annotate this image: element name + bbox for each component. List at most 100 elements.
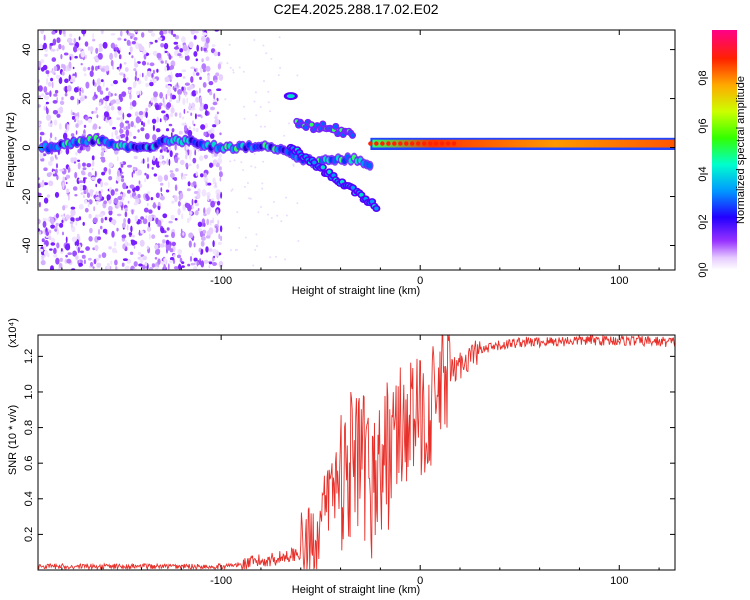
noise-speck [76,239,80,247]
noise-speck [59,257,63,262]
noise-speck [166,149,170,153]
noise-speck [79,250,84,254]
branch-blob [309,122,314,127]
noise-speck [51,30,56,35]
noise-speck [126,189,131,194]
branch-blob [369,199,375,204]
noise-speck [102,80,105,88]
noise-speck [45,70,50,75]
noise-speck [238,66,241,69]
noise-speck [201,236,206,241]
noise-speck [78,216,82,221]
noise-speck [65,147,70,155]
noise-speck [144,133,150,140]
noise-speck [62,30,66,35]
noise-speck [117,195,123,201]
noise-speck [137,129,140,133]
noise-speck [234,249,237,251]
noise-speck [169,248,174,253]
noise-speck [80,50,86,58]
noise-speck [115,192,118,195]
noise-speck [171,74,174,79]
noise-speck [152,69,155,75]
noise-speck [261,187,264,190]
noise-speck [40,59,45,64]
noise-speck [185,162,189,168]
noise-speck [74,194,78,197]
noise-speck [54,191,60,198]
noise-speck [74,55,78,59]
noise-speck [218,74,224,81]
noise-speck [209,220,214,223]
noise-speck [111,230,115,238]
noise-speck [133,136,137,139]
noise-speck [201,189,207,197]
noise-speck [41,93,45,97]
noise-speck [60,214,63,217]
snr-y-tick-label: 0.4 [23,491,35,506]
noise-speck [186,97,188,104]
noise-speck [229,66,232,69]
noise-speck [134,30,139,33]
noise-speck [123,73,126,79]
noise-speck [212,177,216,185]
noise-speck [81,30,87,34]
noise-speck [154,244,159,250]
noise-speck [151,234,156,239]
noise-speck [87,172,92,177]
noise-speck [148,209,153,214]
signal-blob [433,141,439,146]
colorbar-tick-label: 0.0 [697,262,709,277]
noise-speck [259,125,262,128]
noise-speck [146,174,150,180]
noise-speck [254,248,257,251]
noise-speck [88,213,92,219]
noise-speck [170,132,173,137]
noise-speck [200,260,205,268]
noise-speck [206,218,210,226]
noise-speck [177,201,181,207]
noise-speck [173,46,180,50]
noise-speck [146,62,149,66]
noise-speck [49,248,53,251]
noise-speck [53,253,58,258]
noise-speck [72,66,75,70]
noise-speck [95,183,97,188]
noise-speck [128,232,133,236]
noise-speck [82,221,85,226]
noise-speck [197,221,203,227]
signal-blob [367,162,373,169]
snr-y-tick-label: 1.2 [23,349,35,364]
signal-blob [445,141,451,146]
noise-speck [159,118,162,123]
noise-speck [208,129,212,134]
noise-speck [206,207,211,215]
noise-speck [71,115,76,120]
noise-speck [125,129,130,137]
noise-speck [60,53,63,60]
noise-speck [211,44,216,47]
noise-speck [73,37,77,44]
noise-speck [59,106,64,114]
noise-speck [39,151,44,159]
snr-y-scale-label: (x10⁴) [7,318,19,348]
noise-speck [58,76,63,85]
noise-speck [50,48,56,52]
noise-speck [128,52,131,55]
noise-speck [159,243,165,248]
noise-speck [253,100,256,103]
noise-speck [119,122,125,129]
noise-speck [98,43,103,48]
noise-speck [200,115,203,119]
noise-speck [178,263,181,270]
noise-speck [206,191,211,198]
noise-speck [144,261,148,267]
noise-speck [101,148,106,151]
noise-speck [150,32,156,37]
noise-speck [167,85,172,90]
noise-speck [66,85,72,92]
noise-speck [96,262,102,268]
noise-speck [156,68,159,73]
noise-speck [232,71,235,74]
noise-speck [236,211,239,214]
